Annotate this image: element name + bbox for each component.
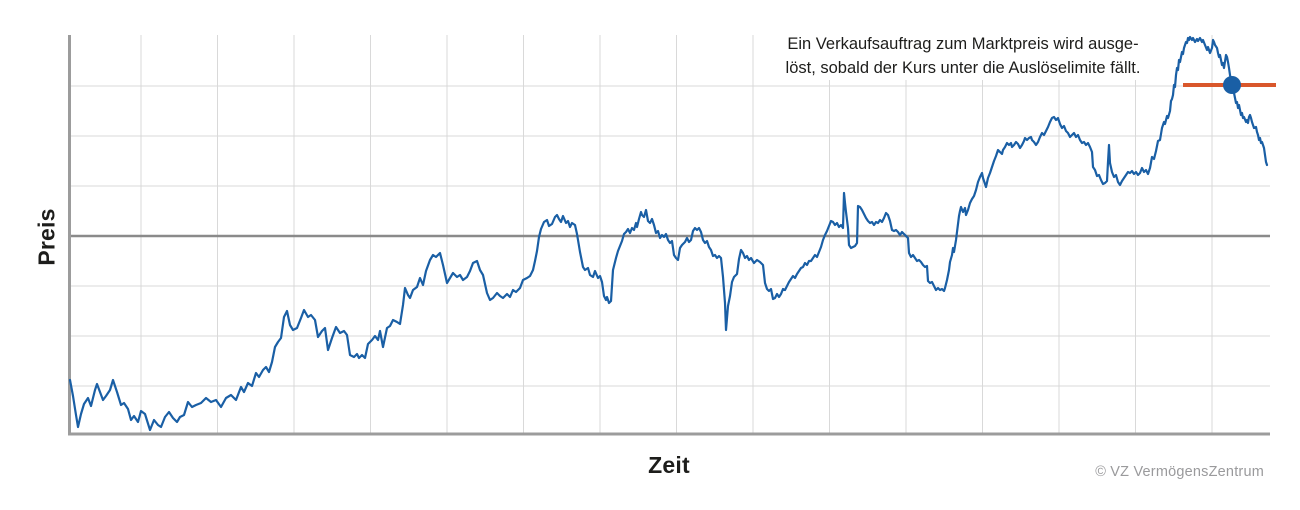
annotation-line-2: löst, sobald der Kurs unter die Auslösel… xyxy=(785,59,1141,77)
y-axis-label: Preis xyxy=(33,208,60,266)
axes xyxy=(68,35,1270,436)
price-line xyxy=(68,35,1269,432)
copyright-text: © VZ VermögensZentrum xyxy=(1095,464,1264,480)
trigger-point-marker xyxy=(1223,76,1241,94)
x-axis-label: Zeit xyxy=(648,452,690,478)
annotation-text: Ein Verkaufsauftrag zum Marktpreis wird … xyxy=(762,32,1164,80)
annotation-line-1: Ein Verkaufsauftrag zum Marktpreis wird … xyxy=(787,35,1139,53)
gridlines xyxy=(69,35,1270,434)
